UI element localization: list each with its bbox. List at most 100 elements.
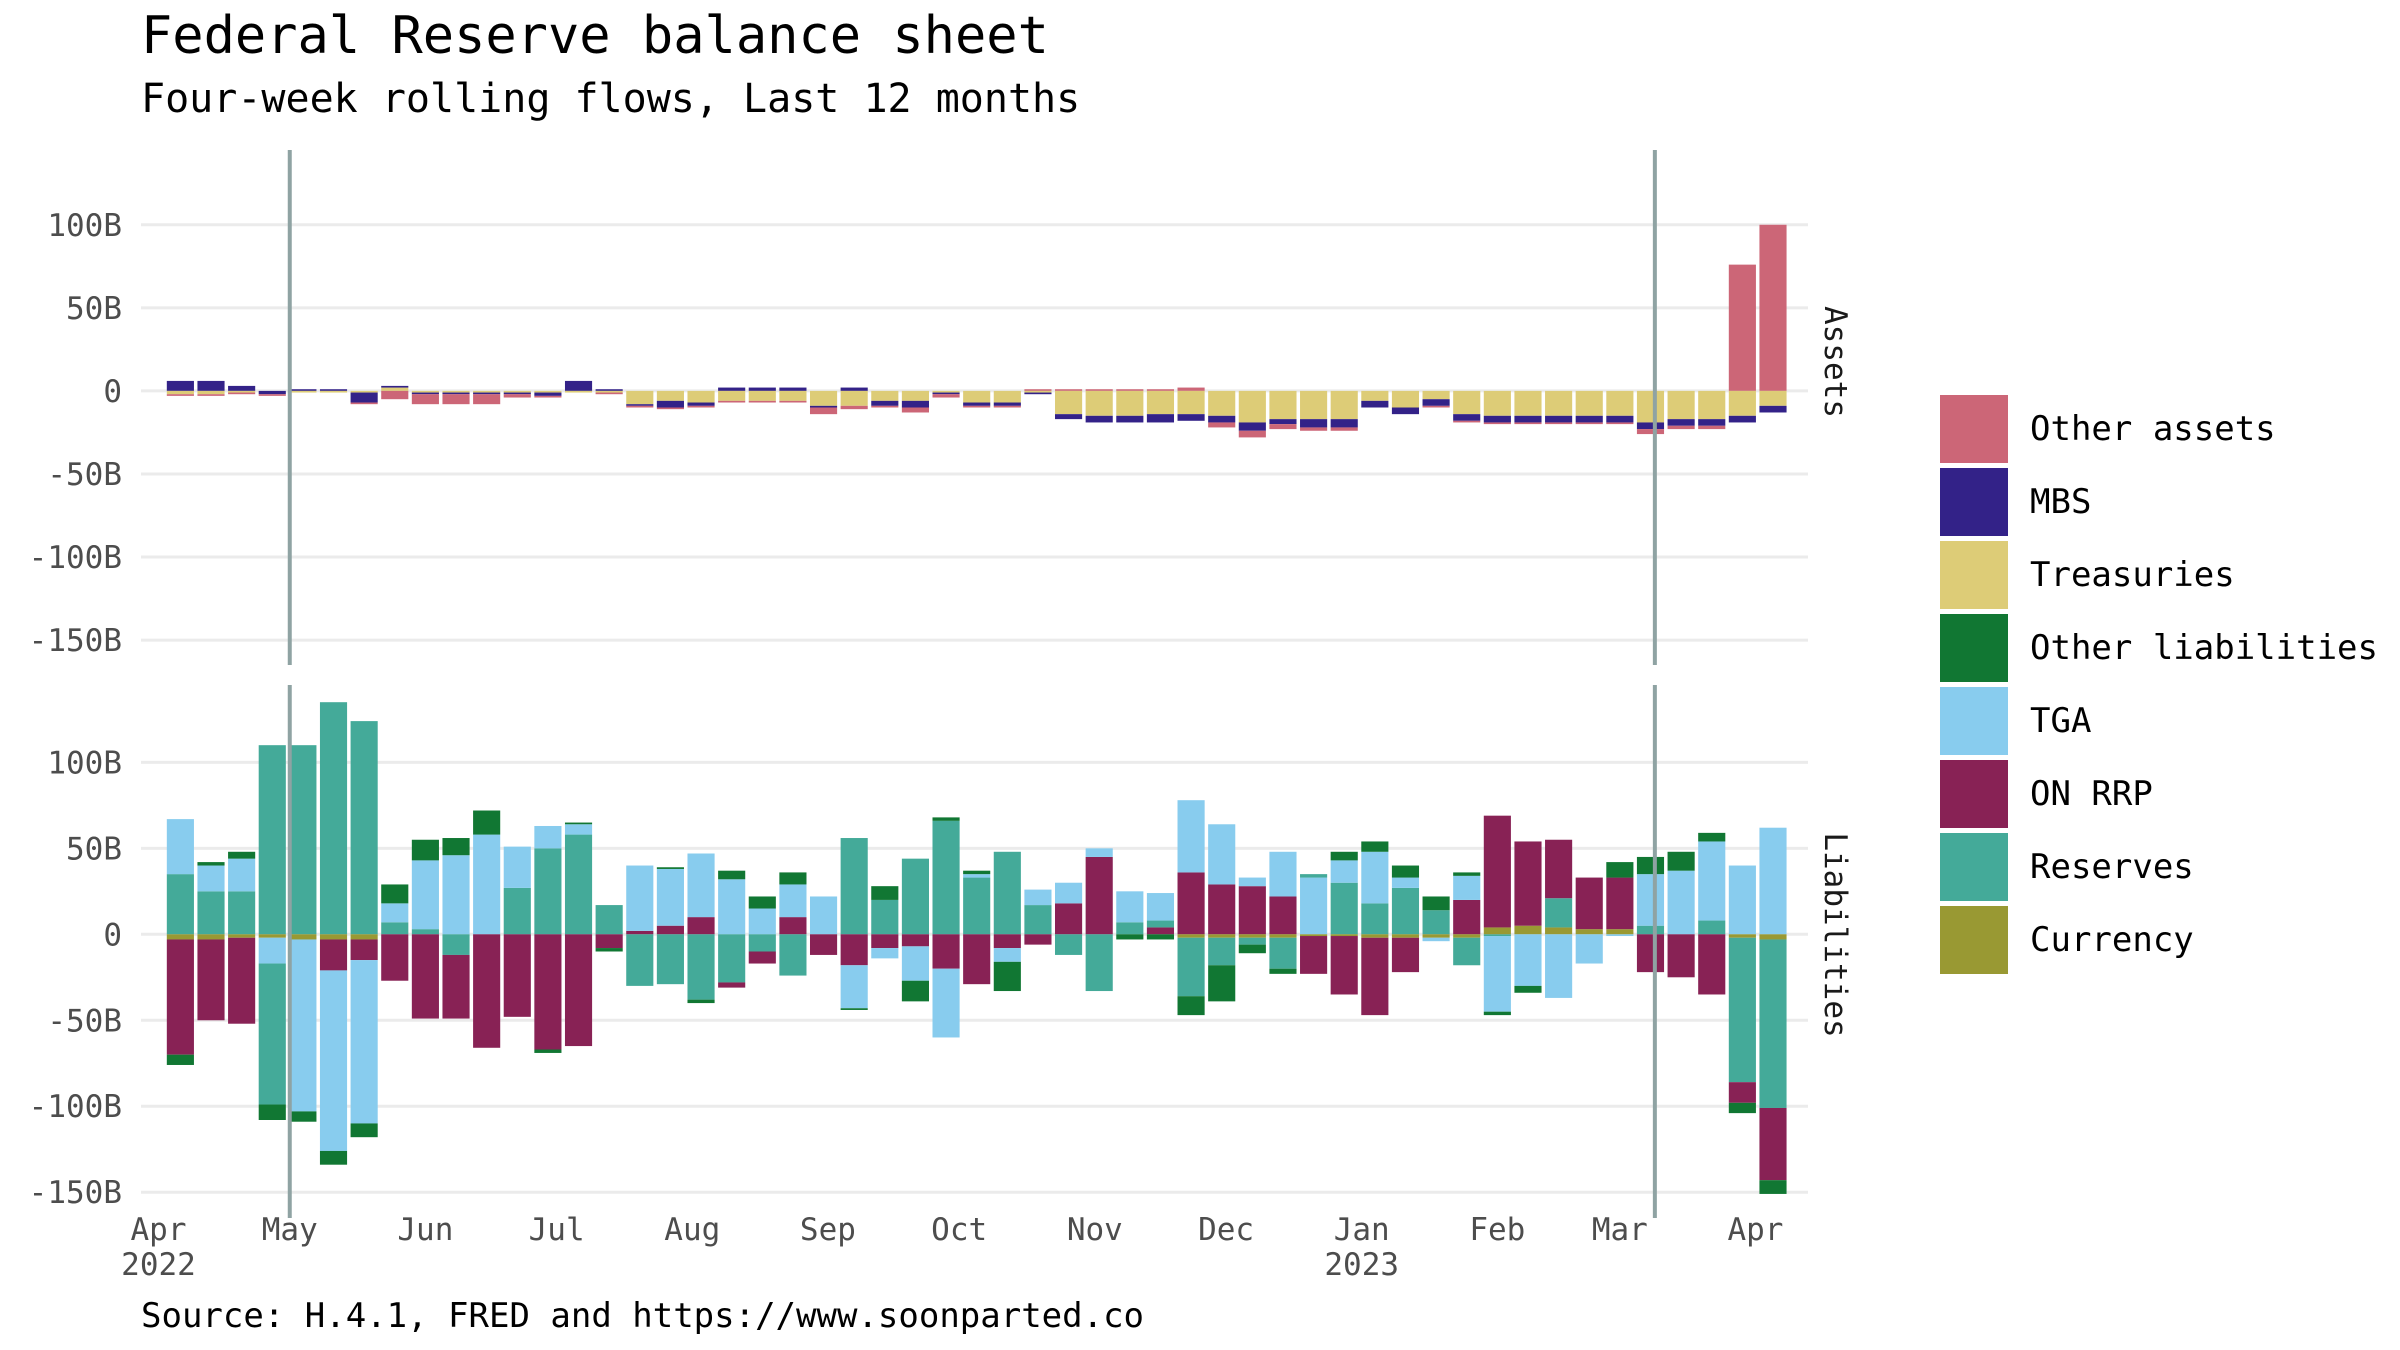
bar-assets-mbs [1606, 415, 1634, 423]
bar-assets-other-assets [1085, 389, 1113, 391]
bar-assets-mbs [1300, 419, 1328, 428]
bar-liabilities-tga [1208, 824, 1236, 885]
bar-liabilities-tga [1606, 934, 1634, 937]
bar-liabilities-other-liabilities [1514, 985, 1542, 993]
bar-assets-treasuries [993, 390, 1021, 403]
bar-liabilities-reserves [166, 874, 194, 935]
bar-assets-treasuries [626, 390, 654, 405]
bar-liabilities-other-liabilities [1728, 1102, 1756, 1114]
bar-assets-other-assets [1177, 387, 1205, 391]
y-tick-label: 0 [103, 917, 122, 953]
bar-assets-mbs [1330, 419, 1358, 428]
bar-assets-mbs [932, 392, 960, 395]
bar-liabilities-on-rrp [779, 917, 807, 935]
bar-liabilities-currency [1575, 929, 1603, 935]
bar-assets-treasuries [840, 390, 868, 406]
chart-title: Federal Reserve balance sheet [141, 6, 1049, 66]
legend-swatch [1940, 833, 2008, 901]
bar-assets-mbs [1238, 422, 1266, 431]
bar-assets-mbs [748, 387, 776, 391]
bar-liabilities-on-rrp [1146, 927, 1175, 935]
legend-label: ON RRP [2030, 774, 2153, 814]
bar-liabilities-on-rrp [595, 934, 623, 949]
bar-liabilities-on-rrp [1361, 937, 1389, 1016]
bar-assets-treasuries [932, 390, 960, 393]
y-tick-label: -150B [29, 1175, 122, 1211]
bar-assets-treasuries [534, 390, 562, 393]
bar-liabilities-reserves [901, 858, 929, 935]
bar-liabilities-reserves [411, 929, 439, 935]
bar-liabilities-currency [1422, 934, 1450, 938]
bar-assets-other-assets [473, 394, 501, 405]
bar-liabilities-on-rrp [748, 951, 776, 964]
bar-liabilities-tga [381, 903, 409, 923]
strip-label-assets: Assets [1817, 306, 1853, 418]
bar-liabilities-on-rrp [1177, 872, 1205, 935]
bar-liabilities-on-rrp [1453, 899, 1481, 935]
bar-liabilities-on-rrp [1055, 903, 1083, 935]
bar-liabilities-reserves [564, 834, 593, 935]
bar-liabilities-other-liabilities [1269, 968, 1297, 974]
bar-liabilities-reserves [932, 820, 960, 935]
bar-liabilities-other-liabilities [1636, 856, 1665, 875]
bar-liabilities-tga [197, 865, 225, 892]
bar-liabilities-reserves [1636, 925, 1665, 935]
bar-assets-mbs [166, 380, 194, 391]
bar-liabilities-other-liabilities [1330, 851, 1358, 861]
bar-liabilities-tga [1361, 851, 1389, 904]
bar-liabilities-tga [1269, 851, 1297, 897]
bar-assets-treasuries [1606, 390, 1634, 416]
x-tick-label: Jul [529, 1212, 585, 1248]
bar-liabilities-reserves [718, 934, 746, 983]
bar-assets-treasuries [1514, 390, 1542, 416]
bar-liabilities-reserves [1483, 934, 1511, 937]
bar-liabilities-tga [258, 937, 286, 964]
bar-assets-treasuries [1024, 390, 1052, 393]
bar-assets-mbs [1759, 405, 1787, 413]
bar-liabilities-tga [411, 860, 439, 930]
bar-assets-treasuries [656, 390, 684, 401]
bar-liabilities-on-rrp [1575, 877, 1603, 930]
bar-liabilities-reserves [1146, 920, 1175, 928]
bar-liabilities-reserves [748, 934, 776, 952]
bar-assets-treasuries [1759, 390, 1787, 406]
bar-assets-mbs [687, 402, 715, 406]
bar-liabilities-currency [1330, 934, 1358, 937]
bar-assets-mbs [503, 392, 531, 395]
bar-assets-mbs [1667, 419, 1695, 426]
bar-liabilities-other-liabilities [871, 886, 899, 900]
x-tick-sublabel: 2022 [121, 1247, 196, 1283]
bar-assets-mbs [1024, 392, 1052, 395]
bar-assets-mbs [1146, 414, 1175, 423]
bar-liabilities-other-liabilities [718, 870, 746, 880]
bar-liabilities-tga [932, 968, 960, 1038]
bar-liabilities-on-rrp [228, 937, 256, 1024]
bar-liabilities-on-rrp [1208, 884, 1236, 935]
bar-assets-mbs [809, 405, 838, 408]
legend-label: Other liabilities [2030, 628, 2378, 668]
bar-liabilities-other-liabilities [1116, 934, 1144, 940]
bar-liabilities-on-rrp [1300, 936, 1328, 974]
bar-liabilities-reserves [779, 934, 807, 976]
bar-assets-mbs [1728, 415, 1756, 423]
bar-liabilities-currency [1759, 934, 1787, 940]
bar-assets-treasuries [748, 390, 776, 401]
bar-liabilities-tga [503, 846, 531, 888]
bar-liabilities-on-rrp [993, 934, 1021, 949]
bar-liabilities-other-liabilities [197, 862, 225, 866]
x-tick-label: Mar [1592, 1212, 1648, 1248]
bar-assets-mbs [1514, 415, 1542, 423]
bar-liabilities-reserves [1391, 887, 1420, 935]
bar-assets-mbs [1361, 400, 1389, 408]
bar-assets-treasuries [564, 390, 593, 393]
bar-liabilities-tga [1300, 877, 1328, 935]
bar-assets-treasuries [166, 390, 194, 395]
bar-assets-mbs [1483, 415, 1511, 423]
bar-liabilities-currency [289, 934, 317, 940]
bar-liabilities-reserves [258, 963, 286, 1105]
bar-liabilities-tga [748, 908, 776, 935]
bar-assets-treasuries [473, 390, 501, 393]
bar-assets-mbs [1422, 399, 1450, 406]
bar-assets-treasuries [1238, 390, 1266, 423]
